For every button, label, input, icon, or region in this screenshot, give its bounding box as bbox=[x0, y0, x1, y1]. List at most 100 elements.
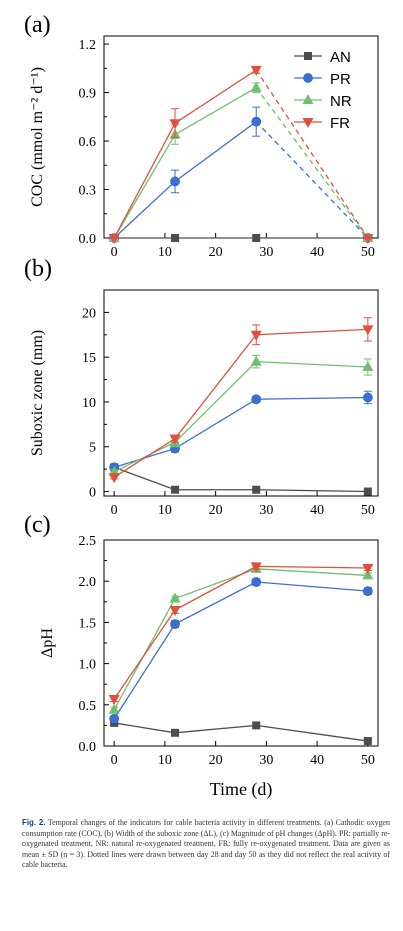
x-tick-label: 10 bbox=[158, 503, 172, 518]
figure-caption: Fig. 2. Temporal changes of the indicato… bbox=[22, 818, 390, 871]
plot-frame bbox=[103, 289, 379, 497]
series-nr bbox=[108, 354, 374, 476]
panel-label: (b) bbox=[24, 256, 52, 282]
y-tick-label: 2.5 bbox=[79, 534, 97, 549]
series-an bbox=[110, 718, 372, 746]
panel-label: (a) bbox=[24, 12, 51, 38]
series-line bbox=[113, 69, 257, 239]
legend-marker bbox=[303, 73, 313, 83]
y-axis-label: ΔpH bbox=[39, 628, 56, 658]
data-point bbox=[171, 234, 180, 242]
chart-panel-3: (c) 0.0 0.5 1.0 1.5 2.0 2.5 0 10 20 30 40 50 ΔpH bbox=[24, 512, 379, 768]
x-tick-label: 30 bbox=[259, 503, 273, 518]
x-tick-label: 40 bbox=[310, 753, 324, 768]
y-tick-label: 10 bbox=[82, 396, 96, 411]
y-tick-label: 1.2 bbox=[79, 38, 97, 53]
x-tick-label: 10 bbox=[158, 753, 172, 768]
series-an bbox=[110, 234, 372, 242]
y-tick-label: 15 bbox=[82, 351, 96, 366]
data-point bbox=[252, 234, 261, 242]
series-line bbox=[113, 581, 368, 720]
series-line bbox=[113, 328, 368, 478]
data-point bbox=[250, 355, 262, 366]
x-tick-label: 50 bbox=[361, 503, 375, 518]
y-tick-label: 0.0 bbox=[79, 232, 97, 247]
legend-label: NR bbox=[330, 93, 352, 110]
data-point bbox=[362, 234, 374, 244]
x-tick-label: 20 bbox=[209, 753, 223, 768]
data-point bbox=[252, 485, 261, 494]
y-tick-label: 0.6 bbox=[79, 135, 97, 150]
caption-label: Fig. 2. bbox=[22, 818, 46, 827]
x-axis-label: Time (d) bbox=[210, 779, 273, 800]
series-line bbox=[113, 565, 368, 700]
data-point bbox=[363, 392, 373, 403]
legend-label: AN bbox=[330, 49, 351, 66]
data-point bbox=[171, 485, 180, 494]
data-point bbox=[108, 703, 120, 714]
data-point bbox=[363, 586, 373, 596]
y-tick-label: 0.5 bbox=[79, 699, 97, 714]
data-point bbox=[108, 473, 120, 484]
series-dashed-line bbox=[255, 121, 369, 239]
data-point bbox=[362, 325, 374, 336]
data-point bbox=[169, 606, 181, 617]
data-point bbox=[362, 564, 374, 575]
legend-marker bbox=[302, 118, 314, 128]
x-tick-label: 0 bbox=[111, 503, 118, 518]
y-tick-label: 0 bbox=[89, 486, 96, 501]
plot-frame bbox=[103, 35, 379, 239]
y-tick-label: 5 bbox=[89, 441, 96, 456]
y-tick-label: 1.0 bbox=[79, 658, 97, 673]
series-line bbox=[113, 396, 368, 468]
data-point bbox=[108, 695, 120, 706]
data-point bbox=[251, 577, 262, 587]
data-point bbox=[250, 330, 262, 341]
chart-panel-2: (b) 0 5 10 15 20 0 10 20 30 40 50 Suboxic zone (mm) bbox=[24, 256, 379, 518]
legend-label: PR bbox=[330, 71, 351, 88]
legend: AN PR NR FR bbox=[294, 49, 352, 132]
legend-label: FR bbox=[330, 115, 350, 132]
y-tick-label: 0.0 bbox=[79, 740, 97, 755]
data-point bbox=[363, 737, 372, 746]
y-tick-label: 0.3 bbox=[79, 184, 97, 199]
series-pr bbox=[109, 577, 373, 724]
series-line bbox=[113, 360, 368, 473]
data-point bbox=[251, 394, 262, 405]
data-point bbox=[169, 434, 181, 445]
y-tick-label: 1.5 bbox=[79, 616, 97, 631]
y-axis-label: COC (mmol m⁻² d⁻¹) bbox=[29, 67, 46, 207]
data-point bbox=[362, 569, 374, 580]
data-point bbox=[362, 361, 374, 372]
series-line bbox=[114, 722, 368, 742]
series-fr bbox=[108, 562, 374, 706]
x-tick-label: 0 bbox=[111, 245, 118, 260]
y-tick-label: 20 bbox=[82, 306, 96, 321]
series-line bbox=[113, 466, 368, 493]
chart-panel-1: (a) 0.0 0.3 0.6 0.9 1.2 0 10 20 30 40 50 COC (mmol m… bbox=[24, 12, 379, 260]
series-fr bbox=[108, 317, 374, 484]
x-tick-label: 20 bbox=[209, 245, 223, 260]
data-point bbox=[109, 713, 119, 724]
x-tick-label: 40 bbox=[310, 503, 324, 518]
data-point bbox=[170, 176, 180, 187]
data-point bbox=[250, 562, 262, 573]
y-tick-label: 0.9 bbox=[79, 87, 97, 102]
x-tick-label: 20 bbox=[209, 503, 223, 518]
series-fr bbox=[108, 65, 374, 244]
data-point bbox=[169, 119, 181, 130]
series-dashed-line bbox=[255, 69, 369, 239]
x-tick-label: 30 bbox=[259, 753, 273, 768]
x-tick-label: 10 bbox=[158, 245, 172, 260]
series-pr bbox=[109, 390, 373, 473]
panel-label: (c) bbox=[24, 512, 51, 538]
data-point bbox=[171, 728, 180, 737]
data-point bbox=[252, 721, 261, 730]
legend-marker bbox=[304, 52, 312, 60]
x-tick-label: 50 bbox=[361, 245, 375, 260]
data-point bbox=[250, 81, 262, 92]
series-line bbox=[113, 87, 257, 239]
plot-frame bbox=[103, 539, 379, 747]
data-point bbox=[251, 116, 262, 127]
